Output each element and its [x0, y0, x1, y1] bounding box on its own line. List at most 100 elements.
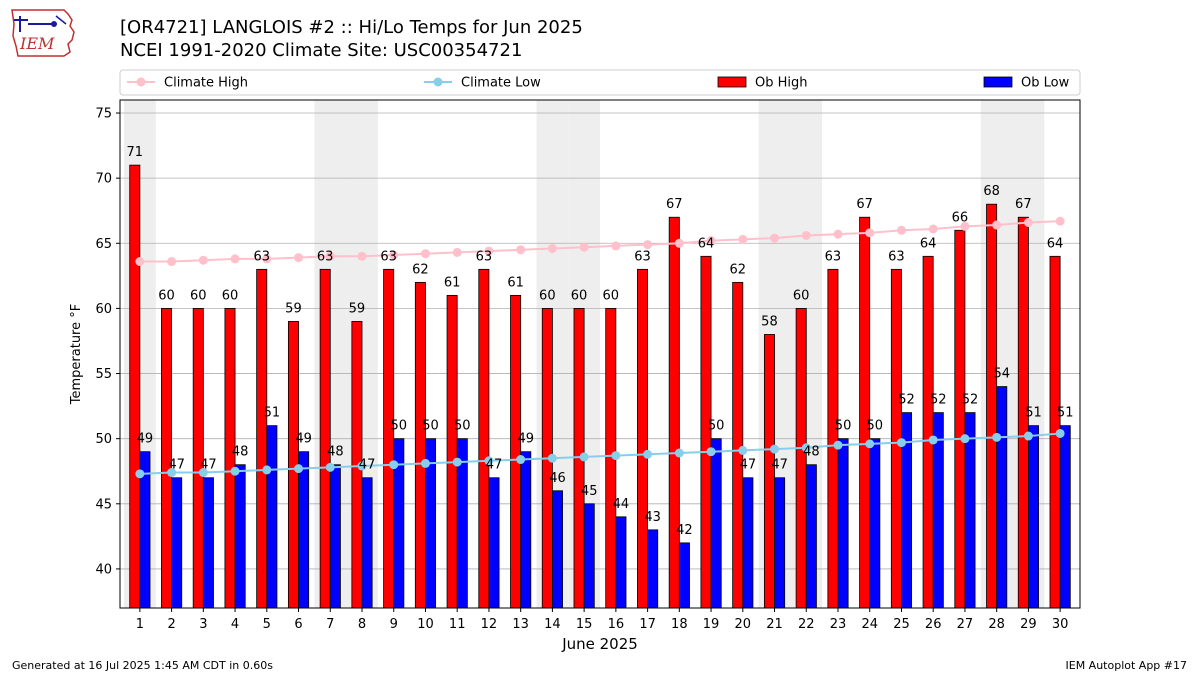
x-tick-label: 9: [390, 617, 398, 632]
y-tick-label: 45: [95, 497, 112, 512]
legend-label: Ob Low: [1021, 76, 1070, 91]
ob-high-label: 59: [285, 301, 302, 316]
ob-high-label: 67: [1015, 197, 1032, 212]
x-tick-label: 4: [231, 617, 239, 632]
ob-high-label: 63: [825, 249, 842, 264]
ob-low-label: 42: [676, 523, 693, 538]
ob-low-label: 52: [962, 393, 979, 408]
ob-low-bar: [202, 477, 214, 609]
chart-subtitle: NCEI 1991-2020 Climate Site: USC00354721: [120, 40, 523, 61]
climate-low-point: [1023, 431, 1033, 441]
x-tick-label: 28: [988, 617, 1005, 632]
ob-low-bar: [488, 477, 500, 609]
legend-box: [119, 69, 1081, 96]
x-tick-label: 12: [481, 617, 498, 632]
ob-high-label: 60: [190, 288, 207, 303]
climate-low-point: [579, 452, 589, 462]
y-tick-label: 65: [95, 237, 112, 252]
ob-high-label: 64: [1047, 236, 1064, 251]
ob-low-label: 47: [200, 458, 217, 473]
x-tick-label: 10: [417, 617, 434, 632]
climate-low-point: [960, 434, 970, 444]
chart-title: [OR4721] LANGLOIS #2 :: Hi/Lo Temps for …: [120, 17, 583, 38]
ob-high-label: 63: [317, 249, 334, 264]
ob-low-label: 52: [898, 393, 915, 408]
ob-low-bar: [329, 464, 341, 609]
ob-low-bar: [647, 529, 659, 609]
ob-low-label: 51: [264, 406, 281, 421]
ob-low-bar: [869, 438, 881, 609]
x-tick-label: 30: [1052, 617, 1069, 632]
ob-low-label: 47: [771, 458, 788, 473]
climate-low-point: [547, 453, 557, 463]
ob-low-label: 48: [232, 445, 249, 460]
climate-high-point: [1055, 216, 1065, 226]
x-tick-label: 19: [703, 617, 720, 632]
iem-logo: IEM: [11, 9, 75, 57]
x-tick-label: 6: [294, 617, 302, 632]
ob-high-label: 62: [729, 262, 746, 277]
ob-low-label: 50: [867, 419, 884, 434]
climate-high-point: [198, 255, 208, 265]
climate-low-point: [389, 460, 399, 470]
climate-low-point: [738, 445, 748, 455]
ob-low-label: 54: [993, 367, 1010, 382]
climate-high-point: [992, 220, 1002, 230]
ob-high-label: 60: [539, 288, 556, 303]
x-tick-label: 23: [830, 617, 847, 632]
ob-low-bar: [742, 477, 754, 609]
legend-swatch-marker: [433, 77, 443, 87]
climate-low-point: [801, 443, 811, 453]
ob-high-label: 58: [761, 314, 778, 329]
ob-low-bar: [1059, 425, 1071, 609]
ob-high-label: 67: [856, 197, 873, 212]
ob-low-bar: [266, 425, 278, 609]
climate-low-point: [294, 464, 304, 474]
climate-high-point: [547, 243, 557, 253]
bar-value-labels: 71 49 60 47 60 47 60 48 63 51 59 49 63 48 59 47 63 50 62 50…: [127, 145, 1074, 538]
y-tick-label: 40: [95, 562, 112, 577]
climate-high-point: [579, 242, 589, 252]
climate-high-point: [801, 230, 811, 240]
x-tick-label: 14: [544, 617, 561, 632]
ob-low-label: 50: [454, 419, 471, 434]
climate-high-point: [643, 240, 653, 250]
x-tick-label: 22: [798, 617, 815, 632]
ob-high-label: 60: [158, 288, 175, 303]
ob-low-bar: [615, 516, 627, 609]
ob-high-bar: [859, 216, 871, 609]
climate-high-point: [294, 253, 304, 263]
y-tick-label: 60: [95, 302, 112, 317]
climate-high-point: [516, 245, 526, 255]
ob-low-bar: [234, 464, 246, 609]
climate-low-line: [139, 432, 1061, 475]
climate-low-point: [706, 447, 716, 457]
climate-high-point: [706, 236, 716, 246]
climate-lines: [135, 216, 1065, 479]
climate-high-point: [896, 225, 906, 235]
climate-high-point: [865, 228, 875, 238]
climate-low-point: [198, 468, 208, 478]
ob-high-bar: [446, 294, 458, 609]
ob-low-label: 47: [486, 458, 503, 473]
generated-footer: Generated at 16 Jul 2025 1:45 AM CDT in …: [12, 659, 273, 672]
x-tick-label: 13: [512, 617, 529, 632]
ob-low-label: 43: [644, 510, 661, 525]
iem-logo-text: IEM: [19, 34, 55, 53]
x-tick-label: 25: [893, 617, 910, 632]
x-tick-label: 1: [136, 617, 144, 632]
ob-high-label: 67: [666, 197, 683, 212]
ob-low-bar: [678, 542, 690, 609]
climate-low-point: [357, 461, 367, 471]
ob-low-label: 49: [517, 432, 534, 447]
climate-low-point: [770, 444, 780, 454]
ob-low-bar: [298, 451, 310, 609]
ob-low-label: 50: [391, 419, 408, 434]
ob-low-label: 46: [549, 471, 566, 486]
x-tick-label: 29: [1020, 617, 1037, 632]
ob-high-label: 66: [952, 210, 969, 225]
y-axis-label: Temperature °F: [69, 304, 84, 405]
x-tick-label: 2: [167, 617, 175, 632]
x-tick-label: 8: [358, 617, 366, 632]
